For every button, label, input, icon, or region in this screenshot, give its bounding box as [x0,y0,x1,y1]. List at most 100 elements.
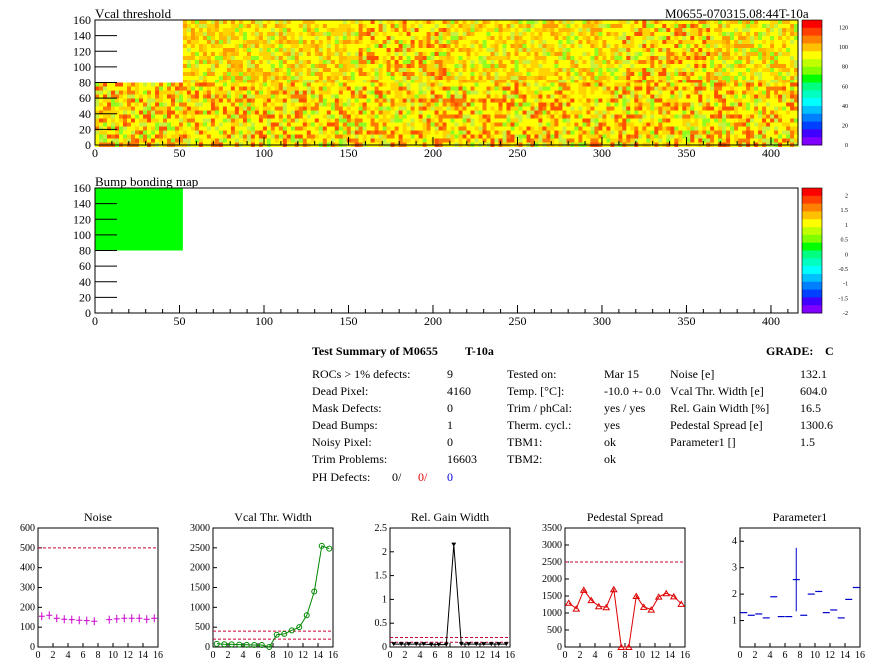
scale-tick-label: 1 [845,223,848,229]
x-tick-label: 100 [255,314,273,328]
data-point [496,642,502,647]
color-band [802,195,822,205]
y-tick-label: 20 [79,122,91,136]
summary-value: 1300.6 [800,418,833,432]
y-tick-label: 4 [732,536,737,547]
y-tick-label: 20 [79,290,91,304]
data-point [632,592,641,599]
summary-label: Noise [e] [670,367,715,381]
color-band [802,105,822,115]
y-tick-label: 500 [547,625,562,636]
y-tick-label: 40 [79,275,91,289]
scale-tick-label: 0.5 [841,238,849,244]
data-point [624,643,633,650]
summary-label: Parameter1 [] [670,435,736,449]
series-line [216,545,330,648]
x-tick-label: 10 [283,650,293,661]
y-tick-label: 400 [20,563,35,574]
y-tick-label: 140 [73,197,91,211]
scale-tick-label: 0 [845,143,848,149]
series-line [393,544,507,646]
roc-block [358,20,448,85]
plot-title: Parameter1 [773,510,828,524]
x-tick-label: 350 [677,314,695,328]
summary-value: ok [604,435,616,449]
y-tick-label: 600 [20,523,35,534]
roc-block [358,82,448,147]
scale-tick-label: -1 [843,282,848,288]
data-point [564,599,573,606]
scale-tick-label: -0.5 [839,267,849,273]
data-point [421,642,427,647]
data-point [266,644,273,650]
summary-value: Mar 15 [604,367,639,381]
color-band [802,203,822,212]
color-band [802,66,822,76]
bump-color-scale: -2 -1.5 -1 -0.5 0 0.5 1 1.5 2 [801,187,849,317]
x-tick-label: 300 [593,314,611,328]
color-band [802,43,822,52]
data-point [83,616,90,625]
data-point [151,614,158,623]
color-band [802,129,822,138]
roc-block [710,82,799,147]
x-tick-label: 16 [328,650,338,661]
y-tick-label: 0.5 [375,618,388,629]
y-tick-label: 0 [382,642,387,653]
scale-tick-label: 1.5 [841,208,849,214]
color-band [802,74,822,83]
roc-block [270,82,360,147]
summary-value: 1 [447,418,453,432]
x-tick-label: 2 [578,650,583,661]
scale-tick-label: 0 [845,252,848,258]
color-band [802,137,822,146]
x-tick-label: 16 [153,650,163,661]
scale-tick-label: 120 [839,26,848,32]
data-point [639,603,648,610]
data-point [466,642,472,647]
data-point [481,642,487,647]
scale-tick-label: 40 [842,104,848,110]
y-tick-label: 2 [732,589,737,600]
scale-tick-label: 80 [842,65,848,71]
data-point [406,642,412,647]
roc-block [446,82,535,147]
y-tick-label: 120 [73,212,91,226]
data-point [488,642,494,647]
y-tick-label: 0 [85,306,91,320]
summary-value: yes / yes [604,401,646,415]
summary-label: Mask Defects: [312,401,382,415]
color-band [802,297,822,306]
summary-title: Test Summary of M0655 [312,344,438,358]
data-point [143,615,150,624]
data-point [236,641,243,648]
x-tick-label: 4 [768,650,773,661]
y-tick-label: 160 [73,181,91,195]
y-tick-label: 100 [73,228,91,242]
summary-label: Trim / phCal: [507,401,572,415]
x-tick-label: 16 [855,650,865,661]
y-tick-label: 1000 [190,602,210,613]
color-band [802,98,822,107]
ph-defects-label: PH Defects: [312,470,371,484]
data-point [443,642,449,647]
y-tick-label: 3000 [190,523,210,534]
y-tick-label: 140 [73,29,91,43]
summary-value: 4160 [447,384,471,398]
grade-value: C [825,344,834,358]
plot-frame [37,527,159,648]
color-band [802,82,822,91]
x-tick-label: 14 [313,650,323,661]
color-band [802,113,822,123]
data-point [458,642,464,647]
scale-frame [801,19,823,146]
roc-block [534,82,623,147]
y-tick-label: 40 [79,107,91,121]
y-tick-label: 2000 [190,563,210,574]
data-point [572,605,581,612]
color-band [802,242,822,251]
y-tick-label: 1 [382,594,387,605]
